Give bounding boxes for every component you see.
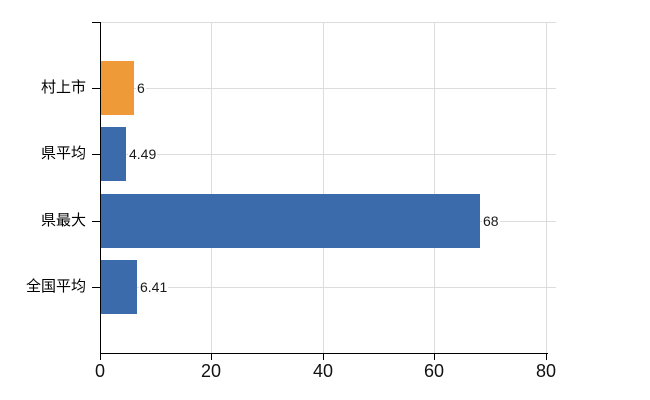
bar-2 [101,194,480,248]
bar-3 [101,260,137,314]
y-tick [92,221,100,222]
y-tick [92,287,100,288]
category-label: 全国平均 [25,278,86,295]
value-label: 4.49 [128,146,158,162]
gridline-h [100,287,556,288]
gridline-v [546,22,547,353]
gridline-h [100,88,556,89]
category-label: 県平均 [40,145,86,162]
x-tick-label: 20 [200,361,222,381]
bar-1 [101,127,126,181]
category-label: 県最大 [40,212,86,229]
y-axis-line [100,22,101,354]
gridline-v [434,22,435,353]
x-tick [323,354,324,360]
x-tick-label: 80 [535,361,557,381]
x-tick [434,354,435,360]
gridline-v [211,22,212,353]
gridline-v [323,22,324,353]
y-tick [92,154,100,155]
value-label: 6.41 [139,279,169,295]
gridline-h [100,22,556,23]
bar-0 [101,61,134,115]
x-tick [100,354,101,360]
value-label: 6 [136,80,146,96]
category-label: 村上市 [40,79,86,96]
y-tick-top [92,22,100,23]
gridline-h [100,154,556,155]
x-tick [211,354,212,360]
x-tick-label: 40 [312,361,334,381]
y-tick [92,88,100,89]
x-tick [546,354,547,360]
x-tick-label: 60 [423,361,445,381]
x-tick-label: 0 [94,361,105,381]
x-axis-line [100,353,548,354]
value-label: 68 [482,213,500,229]
